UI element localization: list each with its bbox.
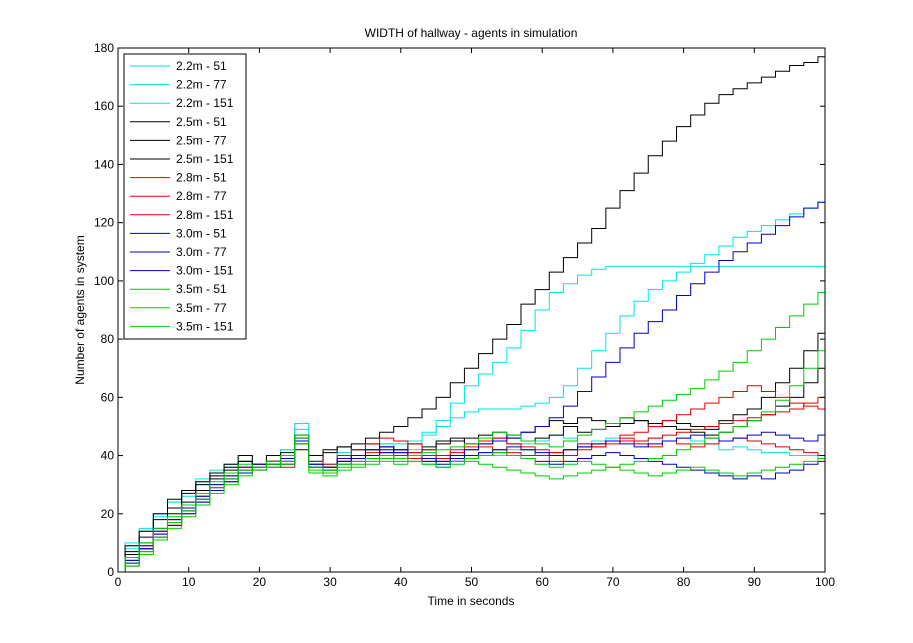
legend-label: 2.5m - 51	[176, 115, 227, 129]
y-tick-label: 180	[94, 41, 114, 55]
y-tick-label: 160	[94, 99, 114, 113]
y-axis: 0 20 40 60 80 100 120 140 160 180	[94, 41, 825, 579]
legend: 2.2m - 51 2.2m - 77 2.2m - 151 2.5m - 51 2.5…	[123, 53, 247, 340]
x-tick-label: 20	[253, 575, 267, 589]
series-line-15	[118, 443, 825, 573]
x-axis-label: Time in seconds	[428, 594, 515, 608]
legend-label: 2.8m - 151	[176, 208, 234, 222]
y-tick-label: 80	[101, 332, 115, 346]
x-tick-label: 80	[677, 575, 691, 589]
legend-label: 2.8m - 51	[176, 171, 227, 185]
y-tick-label: 40	[101, 449, 115, 463]
legend-label: 2.5m - 151	[176, 152, 234, 166]
legend-label: 3.0m - 51	[176, 226, 227, 240]
y-tick-label: 120	[94, 216, 114, 230]
x-tick-label: 60	[536, 575, 550, 589]
x-axis: 0 10 20 30 40 50 60 70 80 90 100	[115, 48, 835, 589]
x-tick-label: 90	[748, 575, 762, 589]
chart-title: WIDTH of hallway - agents in simulation	[365, 26, 578, 40]
legend-label: 3.5m - 51	[176, 282, 227, 296]
x-tick-label: 50	[465, 575, 479, 589]
legend-label: 3.5m - 77	[176, 301, 227, 315]
legend-label: 2.2m - 51	[176, 59, 227, 73]
legend-label: 2.8m - 77	[176, 189, 227, 203]
y-tick-label: 140	[94, 157, 114, 171]
legend-label: 2.2m - 77	[176, 78, 227, 92]
x-tick-label: 0	[115, 575, 122, 589]
x-tick-label: 70	[606, 575, 620, 589]
y-tick-label: 60	[101, 390, 115, 404]
x-tick-label: 100	[815, 575, 835, 589]
x-tick-label: 10	[182, 575, 196, 589]
legend-label: 3.0m - 77	[176, 245, 227, 259]
x-tick-label: 40	[394, 575, 408, 589]
legend-label: 3.5m - 151	[176, 319, 234, 333]
series-layer	[118, 56, 825, 573]
y-tick-label: 20	[101, 507, 115, 521]
legend-label: 2.2m - 151	[176, 96, 234, 110]
y-axis-label: Number of agents in system	[73, 235, 87, 384]
legend-label: 2.5m - 77	[176, 133, 227, 147]
y-tick-label: 100	[94, 274, 114, 288]
x-tick-label: 30	[323, 575, 337, 589]
legend-label: 3.0m - 151	[176, 264, 234, 278]
y-tick-label: 0	[107, 565, 114, 579]
